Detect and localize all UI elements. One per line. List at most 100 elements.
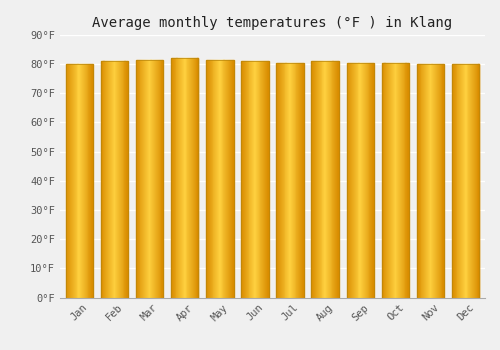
Bar xyxy=(302,63,303,298)
Bar xyxy=(245,61,246,298)
Bar xyxy=(85,64,86,298)
Bar xyxy=(388,63,389,298)
Bar xyxy=(392,63,394,298)
Bar xyxy=(316,61,317,298)
Bar xyxy=(387,63,388,298)
Bar xyxy=(127,61,128,298)
Bar xyxy=(408,63,409,298)
Bar xyxy=(454,64,456,298)
Bar xyxy=(284,63,286,298)
Bar xyxy=(465,64,466,298)
Bar xyxy=(276,63,278,298)
Bar xyxy=(370,63,372,298)
Bar xyxy=(348,63,350,298)
Bar xyxy=(353,63,354,298)
Bar xyxy=(180,58,181,298)
Bar xyxy=(91,64,92,298)
Bar xyxy=(179,58,180,298)
Bar xyxy=(215,60,216,298)
Bar xyxy=(110,61,111,298)
Bar xyxy=(314,61,315,298)
Bar xyxy=(325,61,326,298)
Bar xyxy=(435,64,436,298)
Bar xyxy=(363,63,364,298)
Bar xyxy=(226,60,227,298)
Bar xyxy=(474,64,475,298)
Bar xyxy=(426,64,427,298)
Bar xyxy=(390,63,391,298)
Bar xyxy=(117,61,118,298)
Bar xyxy=(462,64,463,298)
Bar xyxy=(291,63,292,298)
Bar xyxy=(326,61,327,298)
Bar xyxy=(430,64,432,298)
Bar xyxy=(106,61,107,298)
Bar xyxy=(346,63,348,298)
Bar xyxy=(83,64,84,298)
Bar xyxy=(92,64,93,298)
Bar xyxy=(172,58,173,298)
Bar xyxy=(112,61,114,298)
Bar xyxy=(318,61,319,298)
Bar xyxy=(402,63,404,298)
Bar xyxy=(461,64,462,298)
Bar xyxy=(191,58,192,298)
Bar xyxy=(148,60,150,298)
Bar xyxy=(138,60,140,298)
Bar xyxy=(428,64,429,298)
Bar xyxy=(404,63,406,298)
Bar xyxy=(478,64,480,298)
Bar xyxy=(300,63,301,298)
Bar xyxy=(206,60,234,298)
Bar xyxy=(303,63,304,298)
Bar xyxy=(258,61,260,298)
Bar xyxy=(244,61,245,298)
Bar xyxy=(227,60,228,298)
Bar xyxy=(386,63,387,298)
Bar xyxy=(360,63,362,298)
Bar xyxy=(322,61,324,298)
Bar xyxy=(137,60,138,298)
Bar xyxy=(140,60,141,298)
Bar xyxy=(224,60,226,298)
Bar xyxy=(398,63,399,298)
Bar xyxy=(228,60,229,298)
Bar xyxy=(439,64,440,298)
Bar xyxy=(267,61,268,298)
Bar xyxy=(102,61,104,298)
Bar xyxy=(422,64,424,298)
Bar xyxy=(121,61,122,298)
Bar xyxy=(296,63,298,298)
Bar xyxy=(417,64,418,298)
Bar xyxy=(432,64,434,298)
Bar xyxy=(100,61,102,298)
Bar xyxy=(157,60,158,298)
Bar xyxy=(142,60,143,298)
Bar xyxy=(75,64,76,298)
Bar xyxy=(74,64,75,298)
Bar xyxy=(298,63,299,298)
Bar xyxy=(290,63,291,298)
Bar xyxy=(468,64,469,298)
Bar xyxy=(72,64,73,298)
Bar xyxy=(242,61,243,298)
Bar xyxy=(136,60,164,298)
Bar xyxy=(362,63,363,298)
Bar xyxy=(406,63,408,298)
Bar xyxy=(178,58,179,298)
Bar xyxy=(158,60,160,298)
Bar xyxy=(78,64,80,298)
Bar xyxy=(263,61,264,298)
Bar xyxy=(428,64,430,298)
Bar xyxy=(470,64,471,298)
Bar xyxy=(338,61,339,298)
Bar xyxy=(194,58,195,298)
Bar xyxy=(256,61,257,298)
Bar xyxy=(126,61,128,298)
Bar xyxy=(420,64,422,298)
Bar xyxy=(452,64,479,298)
Bar xyxy=(250,61,252,298)
Bar xyxy=(66,64,68,298)
Bar xyxy=(66,64,93,298)
Bar xyxy=(458,64,460,298)
